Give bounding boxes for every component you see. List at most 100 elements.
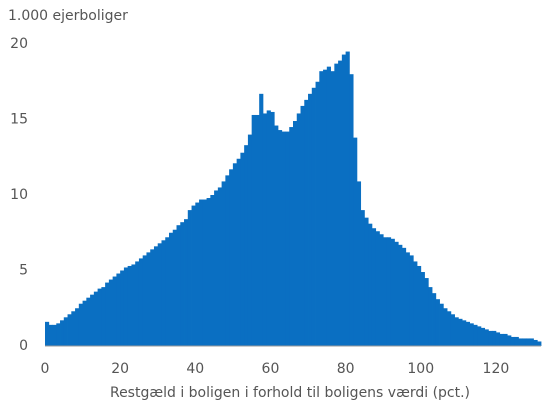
bar	[78, 303, 83, 346]
bar	[465, 321, 471, 346]
bar	[123, 267, 129, 346]
bar	[484, 329, 489, 346]
bar	[300, 105, 305, 346]
bar	[281, 131, 286, 346]
bar	[353, 137, 358, 346]
bar	[368, 223, 373, 346]
bar	[341, 54, 347, 346]
bar	[398, 244, 403, 346]
x-tick-label: 40	[186, 361, 204, 377]
bar	[345, 51, 350, 347]
bar	[71, 311, 76, 346]
bar	[67, 314, 72, 346]
bar	[495, 332, 501, 346]
bar	[360, 210, 365, 346]
bar	[296, 113, 301, 347]
bar	[462, 320, 467, 346]
y-axis-label: 1.000 ejerboliger	[8, 8, 128, 24]
bar	[480, 327, 486, 346]
bar	[180, 222, 185, 346]
bar	[142, 255, 147, 346]
bar	[428, 287, 433, 346]
bar	[432, 293, 437, 346]
bar	[176, 225, 181, 346]
bar	[323, 69, 328, 347]
bar	[165, 237, 170, 346]
bar	[450, 314, 455, 346]
y-tick-label: 10	[10, 187, 28, 203]
bar	[195, 202, 200, 346]
bar	[138, 258, 144, 346]
bar	[499, 333, 504, 346]
bar	[153, 246, 159, 346]
bar	[266, 110, 271, 346]
bar	[259, 93, 264, 346]
bar	[529, 338, 534, 346]
bar	[157, 243, 162, 346]
bar	[469, 323, 474, 346]
bar	[334, 63, 339, 346]
bar	[229, 169, 234, 346]
bar	[304, 99, 309, 347]
bar	[522, 338, 527, 346]
bar	[458, 318, 463, 346]
bar	[214, 190, 219, 346]
x-tick-label: 100	[407, 361, 434, 377]
bar	[120, 270, 125, 346]
bar	[507, 335, 512, 346]
bar	[435, 299, 440, 346]
bar	[518, 338, 523, 346]
bar	[289, 127, 294, 346]
bar	[338, 60, 343, 347]
bar	[277, 130, 283, 346]
bar	[251, 114, 256, 346]
bar	[105, 282, 110, 346]
bar	[417, 265, 422, 346]
bar	[127, 265, 132, 346]
bar	[424, 278, 429, 346]
y-tick-label: 0	[19, 338, 28, 354]
bar	[60, 320, 65, 346]
bar	[101, 287, 106, 346]
bar	[232, 163, 238, 346]
bar	[488, 330, 493, 346]
x-tick-label: 20	[111, 361, 129, 377]
bar	[244, 145, 249, 346]
bar	[161, 240, 166, 346]
bar	[217, 187, 223, 346]
bar	[409, 255, 414, 346]
x-tick-label: 80	[337, 361, 355, 377]
bar	[477, 326, 482, 346]
bar	[45, 321, 50, 346]
bar	[503, 333, 508, 346]
bar	[405, 252, 410, 346]
bar	[131, 264, 136, 346]
bar	[510, 336, 516, 346]
bar	[285, 131, 290, 346]
bar	[401, 247, 407, 346]
bar	[413, 261, 418, 346]
bar	[90, 294, 95, 346]
bar	[56, 323, 61, 346]
y-tick-label: 5	[19, 263, 28, 279]
x-tick-label: 120	[483, 361, 510, 377]
bar	[454, 317, 459, 346]
bar	[308, 93, 313, 346]
bar	[236, 158, 241, 346]
bar	[135, 261, 140, 346]
bar	[311, 87, 316, 346]
bar	[172, 229, 177, 346]
bar	[199, 199, 204, 346]
bar	[75, 308, 80, 346]
bar	[52, 324, 57, 346]
bar	[537, 341, 542, 346]
bar	[364, 217, 369, 346]
bar	[184, 219, 189, 346]
y-tick-label: 15	[10, 112, 28, 128]
bar	[525, 338, 531, 346]
bar	[383, 237, 388, 346]
bar	[270, 111, 275, 346]
bar	[356, 181, 362, 346]
bar	[206, 198, 211, 346]
